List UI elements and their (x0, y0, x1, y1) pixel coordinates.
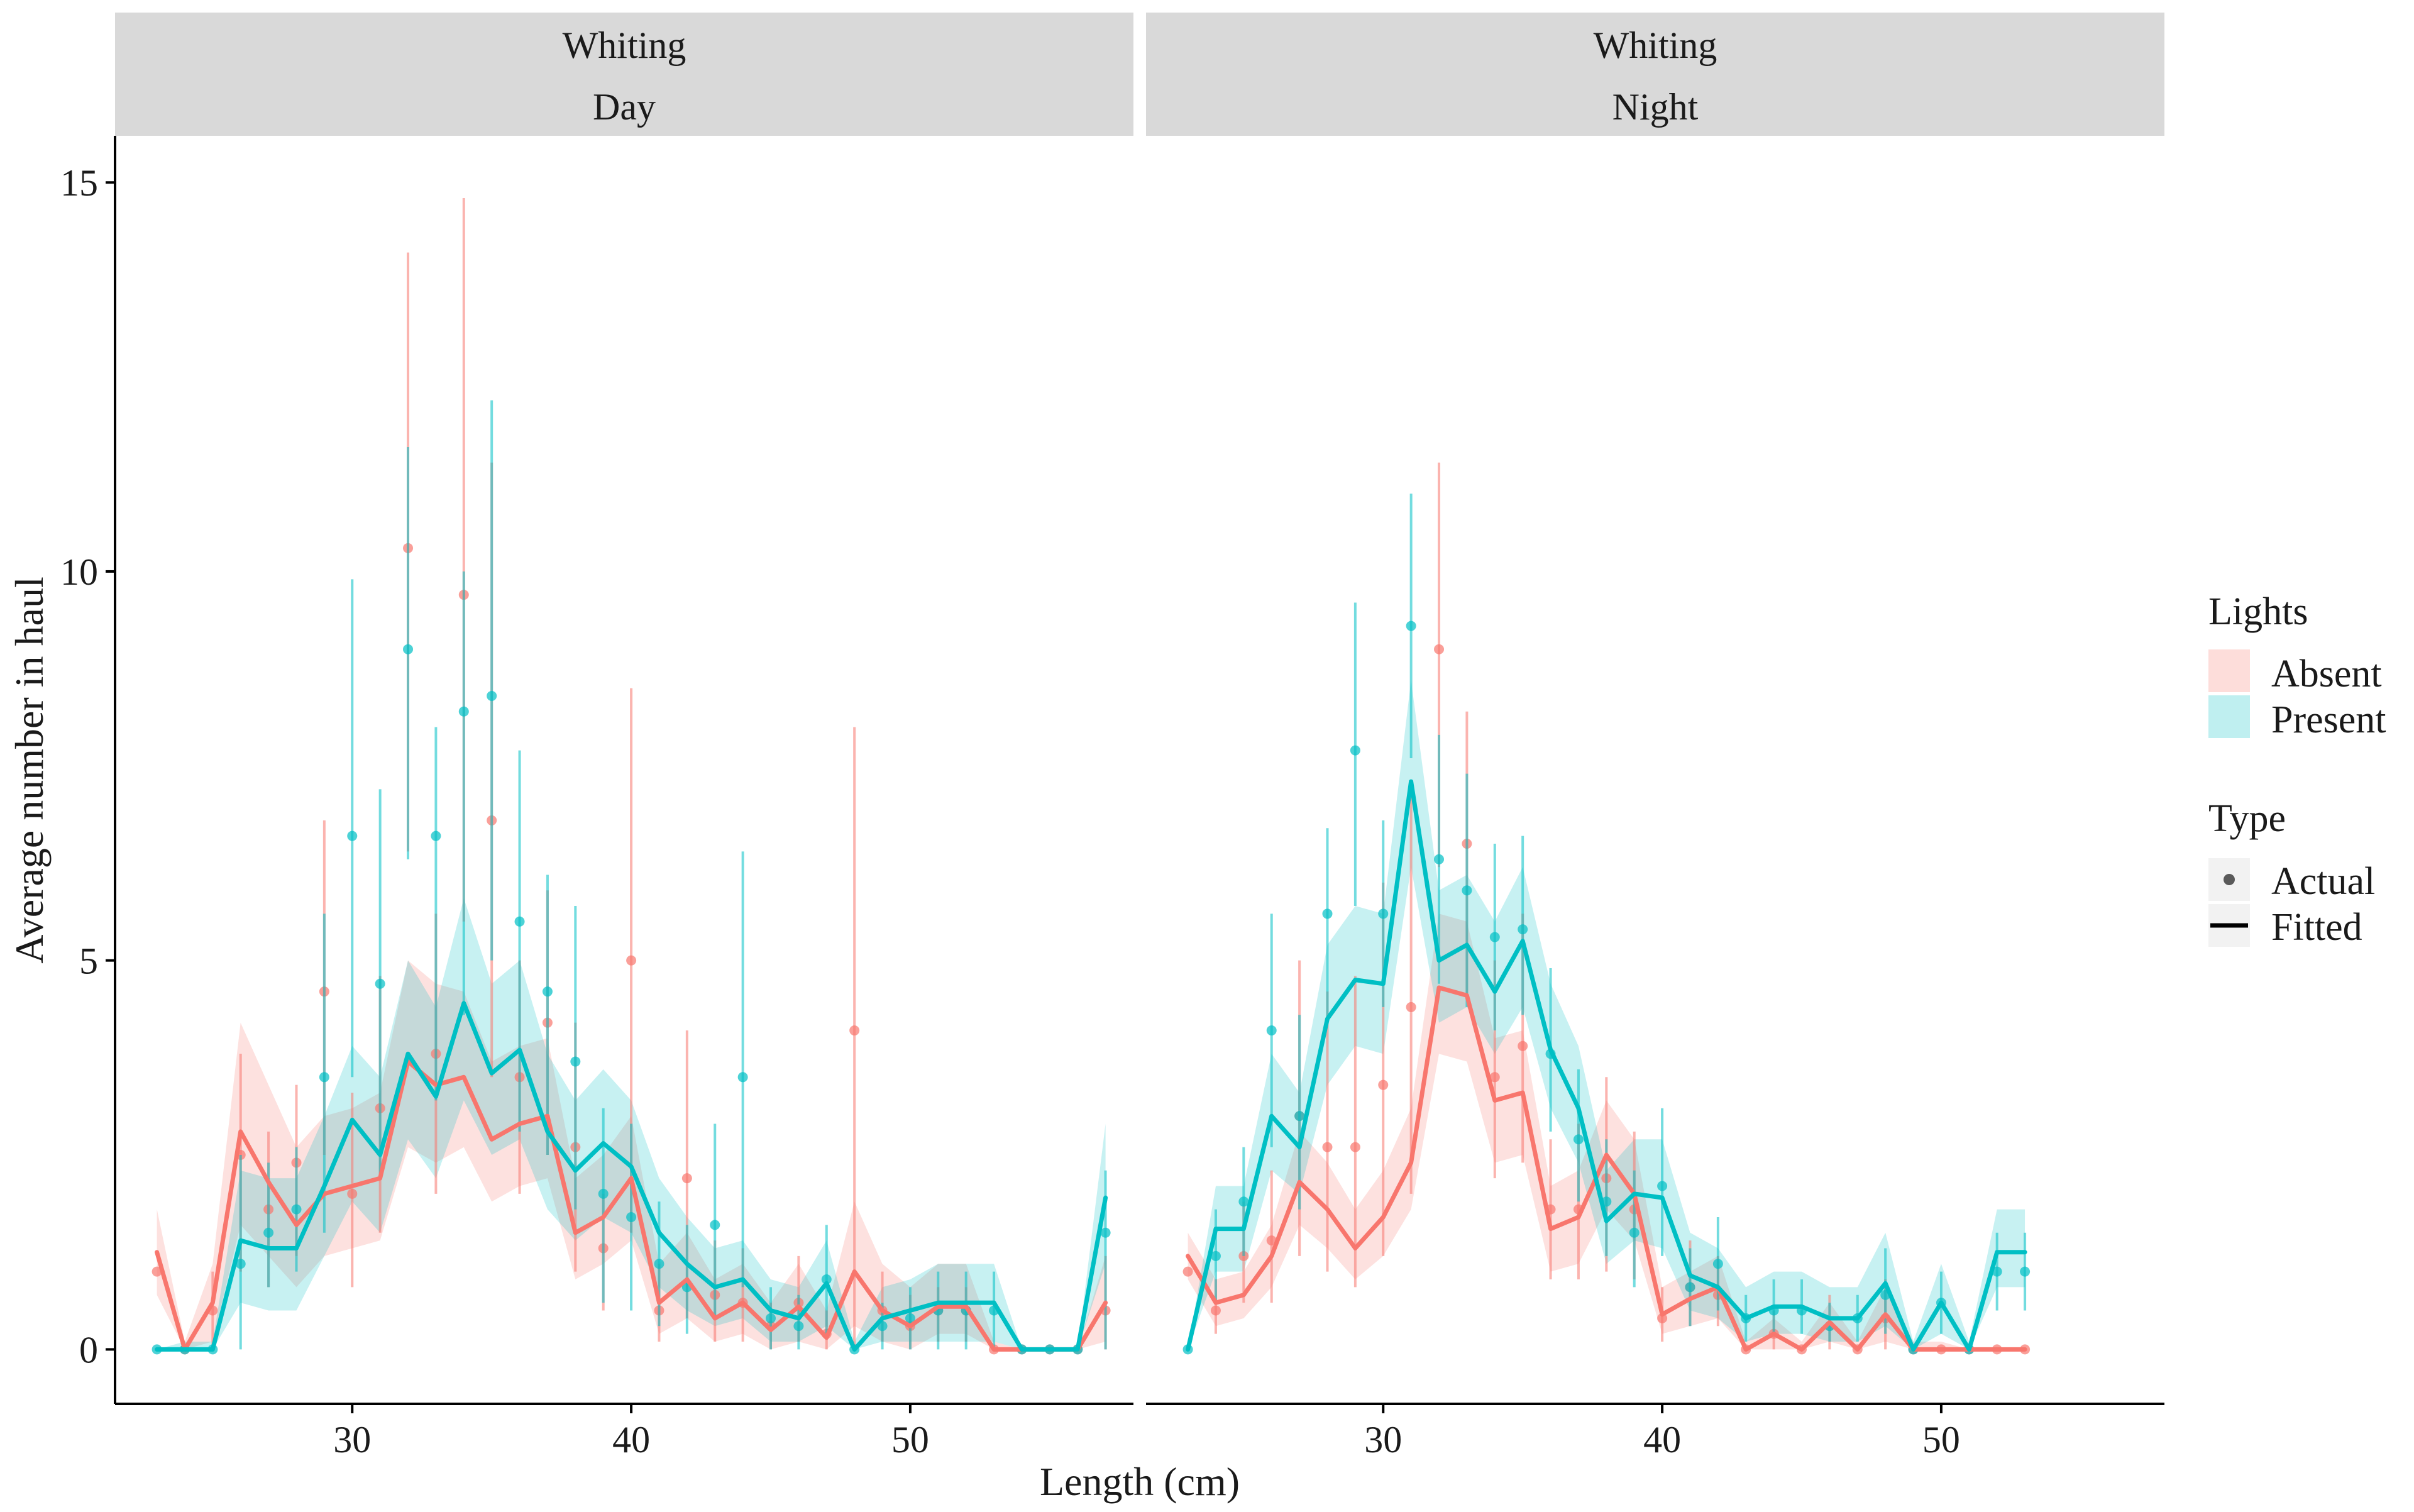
legend-key-absent (2208, 649, 2250, 692)
actual-point-night-absent (1518, 1040, 1528, 1051)
actual-point-day-present (487, 690, 497, 701)
strip-label-day-species: Whiting (563, 25, 686, 66)
actual-point-night-absent (1322, 1142, 1333, 1152)
legend-label-present: Present (2271, 698, 2386, 741)
legend-label-absent: Absent (2271, 653, 2382, 695)
actual-point-night-present (1266, 1025, 1277, 1036)
legend-key-present (2208, 695, 2250, 738)
actual-point-night-absent (1182, 1266, 1193, 1277)
actual-point-night-absent (1378, 1079, 1389, 1090)
strip-label-day-period: Day (593, 86, 656, 128)
x-tick-label: 30 (333, 1419, 371, 1460)
actual-point-day-present (654, 1259, 664, 1269)
legend-label-actual: Actual (2271, 860, 2375, 903)
actual-point-night-present (1573, 1134, 1584, 1145)
strip-background-night (1146, 13, 2164, 136)
actual-point-day-present (542, 986, 553, 997)
actual-point-night-present (1238, 1196, 1249, 1207)
x-tick-label: 50 (1922, 1419, 1960, 1460)
actual-point-day-present (514, 916, 525, 927)
actual-point-night-present (1992, 1266, 2002, 1277)
actual-point-day-present (431, 830, 441, 841)
legend-label-fitted: Fitted (2271, 906, 2362, 949)
y-axis-title: Average number in haul (7, 577, 52, 963)
actual-point-day-present (375, 978, 385, 989)
actual-point-night-present (1294, 1111, 1305, 1122)
actual-point-day-present (1100, 1227, 1111, 1238)
y-tick-label: 0 (79, 1329, 98, 1371)
actual-point-day-present (598, 1188, 609, 1199)
x-axis-title: Length (cm) (1040, 1459, 1240, 1504)
axis-ticks: 0 5 10 15 30 40 50 30 40 50 (60, 162, 1960, 1460)
actual-point-night-absent (1657, 1313, 1668, 1323)
strip-background-day (115, 13, 1133, 136)
actual-point-day-present (235, 1259, 246, 1269)
actual-point-night-present (1350, 745, 1360, 756)
actual-point-day-present (347, 830, 358, 841)
actual-point-day-present (793, 1321, 804, 1332)
actual-point-night-present (1657, 1181, 1668, 1191)
actual-point-night-present (1434, 854, 1445, 864)
actual-point-night-absent (1266, 1235, 1277, 1246)
actual-point-night-present (1629, 1227, 1640, 1238)
actual-point-day-present (766, 1313, 776, 1323)
actual-point-day-present (319, 1072, 329, 1083)
actual-point-day-present (291, 1204, 302, 1215)
actual-point-day-absent (347, 1188, 358, 1199)
x-tick-label: 40 (1643, 1419, 1681, 1460)
strip-label-night-species: Whiting (1594, 25, 1717, 66)
actual-point-night-absent (1350, 1142, 1360, 1152)
actual-point-night-present (2020, 1266, 2031, 1277)
panel-day (152, 197, 1111, 1355)
actual-point-day-present (458, 706, 469, 717)
legend: Lights Absent Present Type Actual Fitted (2208, 590, 2386, 949)
y-tick-label: 5 (79, 941, 98, 982)
actual-point-night-absent (1434, 644, 1445, 654)
legend-lights-title: Lights (2208, 590, 2308, 633)
actual-point-night-absent (1489, 1072, 1500, 1083)
confidence-band-night-present (1188, 680, 2025, 1350)
fitted-line-night-absent (1186, 985, 2027, 1352)
actual-point-night-present (1322, 908, 1333, 919)
panel-night (1182, 462, 2031, 1355)
legend-type-title: Type (2208, 797, 2286, 840)
y-tick-label: 10 (60, 551, 98, 593)
actual-point-night-absent (1210, 1305, 1221, 1316)
actual-point-night-present (1489, 932, 1500, 942)
actual-point-day-present (710, 1220, 720, 1230)
actual-point-day-absent (849, 1025, 860, 1036)
dot-icon (2224, 874, 2235, 885)
actual-point-day-present (821, 1274, 832, 1285)
actual-point-day-present (737, 1072, 748, 1083)
actual-point-day-present (570, 1056, 581, 1067)
fitted-line-night-present (1186, 779, 2027, 1352)
actual-point-day-absent (152, 1266, 162, 1277)
actual-point-day-present (626, 1212, 637, 1223)
actual-point-day-present (403, 644, 414, 654)
actual-point-night-present (1378, 908, 1389, 919)
actual-point-day-present (905, 1313, 915, 1323)
y-tick-label: 15 (60, 162, 98, 204)
actual-point-night-present (1462, 885, 1472, 896)
actual-point-night-present (1685, 1282, 1695, 1293)
actual-point-night-present (1406, 621, 1416, 631)
actual-point-night-present (1518, 924, 1528, 935)
x-tick-label: 50 (891, 1419, 929, 1460)
x-tick-label: 30 (1364, 1419, 1402, 1460)
x-tick-label: 40 (612, 1419, 650, 1460)
strip-label-night-period: Night (1612, 86, 1699, 128)
actual-point-day-absent (626, 955, 637, 966)
fitted-line-day-present (155, 1001, 1108, 1352)
actual-point-night-present (1712, 1259, 1723, 1269)
actual-point-day-absent (681, 1173, 692, 1184)
actual-point-night-present (1210, 1250, 1221, 1261)
actual-point-night-absent (1406, 1002, 1416, 1012)
actual-point-day-present (263, 1227, 274, 1238)
